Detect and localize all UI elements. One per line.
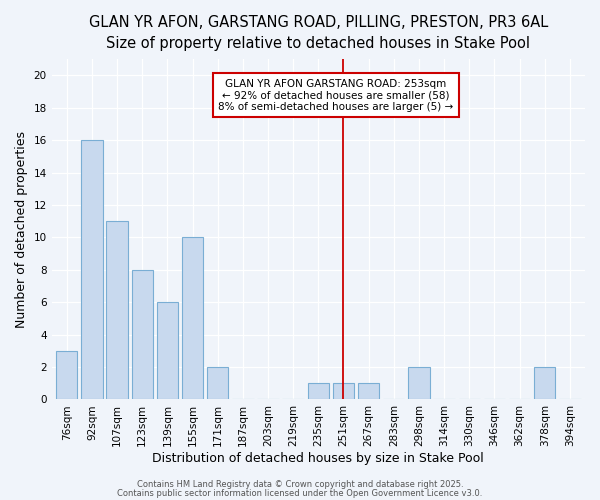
Text: Contains public sector information licensed under the Open Government Licence v3: Contains public sector information licen…	[118, 488, 482, 498]
Bar	[131, 270, 153, 400]
Bar	[207, 367, 229, 400]
Bar	[408, 367, 430, 400]
Bar	[56, 351, 77, 400]
Bar	[308, 384, 329, 400]
Bar	[333, 384, 354, 400]
Title: GLAN YR AFON, GARSTANG ROAD, PILLING, PRESTON, PR3 6AL
Size of property relative: GLAN YR AFON, GARSTANG ROAD, PILLING, PR…	[89, 15, 548, 51]
Bar	[182, 238, 203, 400]
Text: GLAN YR AFON GARSTANG ROAD: 253sqm
← 92% of detached houses are smaller (58)
8% : GLAN YR AFON GARSTANG ROAD: 253sqm ← 92%…	[218, 78, 454, 112]
Bar	[358, 384, 379, 400]
Bar	[81, 140, 103, 400]
Bar	[106, 221, 128, 400]
Text: Contains HM Land Registry data © Crown copyright and database right 2025.: Contains HM Land Registry data © Crown c…	[137, 480, 463, 489]
Bar	[534, 367, 556, 400]
X-axis label: Distribution of detached houses by size in Stake Pool: Distribution of detached houses by size …	[152, 452, 484, 465]
Y-axis label: Number of detached properties: Number of detached properties	[15, 131, 28, 328]
Bar	[157, 302, 178, 400]
